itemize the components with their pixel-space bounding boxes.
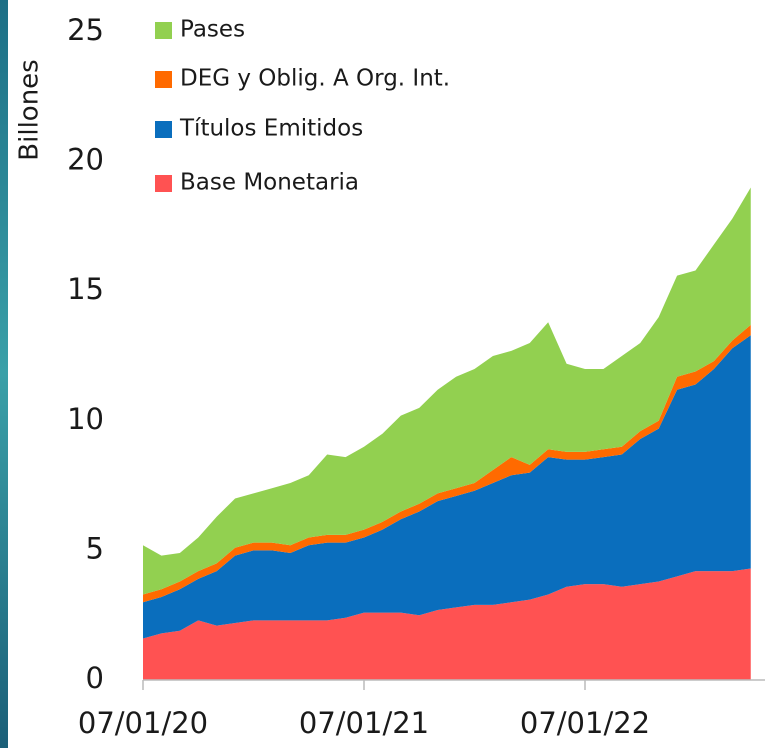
legend-swatch — [155, 71, 172, 88]
legend-label: Títulos Emitidos — [179, 116, 363, 142]
y-tick-label: 5 — [86, 531, 104, 565]
x-tick-label: 07/01/20 — [78, 706, 208, 740]
legend-label: Base Monetaria — [180, 170, 359, 196]
y-tick-label: 20 — [67, 143, 104, 177]
legend-label: Pases — [180, 17, 245, 43]
y-tick-label: 25 — [67, 13, 104, 47]
legend-label: DEG y Oblig. A Org. Int. — [180, 66, 450, 92]
y-axis-label: Billones — [15, 59, 45, 160]
area — [143, 324, 751, 603]
y-tick-label: 15 — [67, 272, 104, 306]
legend-swatch — [155, 175, 172, 192]
area — [143, 568, 751, 680]
x-tick-label: 07/01/21 — [299, 706, 429, 740]
legend-swatch — [155, 22, 172, 39]
area — [143, 335, 751, 639]
y-tick-label: 10 — [67, 402, 104, 436]
x-tick-label: 07/01/22 — [520, 706, 650, 740]
y-tick-label: 0 — [86, 661, 104, 695]
edge-strip — [0, 0, 8, 748]
legend-swatch — [155, 121, 172, 138]
area — [143, 187, 751, 595]
